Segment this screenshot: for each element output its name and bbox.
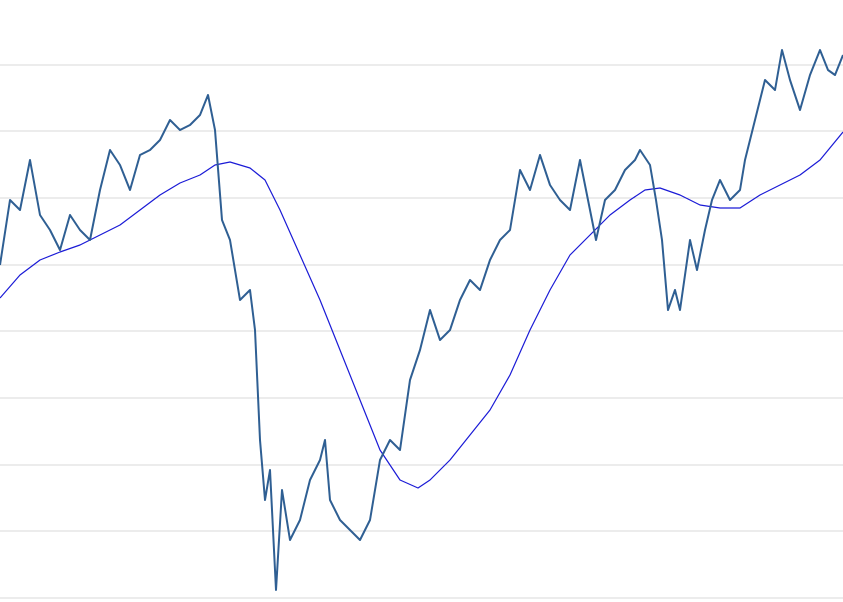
line-series: [0, 131, 843, 489]
line-series: [0, 49, 843, 591]
